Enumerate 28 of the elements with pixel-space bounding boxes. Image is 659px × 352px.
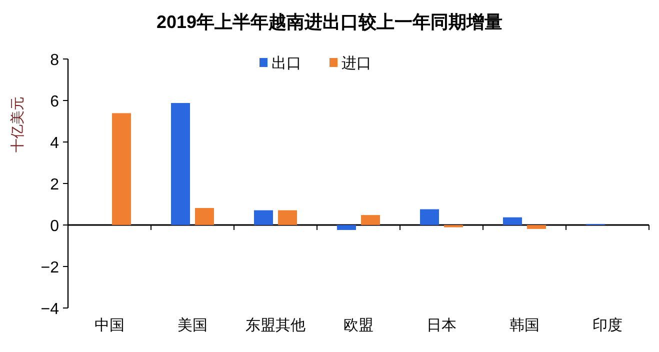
y-tick-label: −4 [40,301,60,318]
x-tick-label: 韩国 [510,317,540,334]
x-tick-label: 中国 [94,317,124,334]
bar [254,210,273,225]
x-tick-label: 美国 [178,317,208,334]
y-tick-label: 4 [50,135,60,152]
bar [527,225,546,229]
x-tick-label: 东盟其他 [246,317,306,334]
bar [171,102,190,225]
y-tick-label: 2 [50,176,60,194]
legend-label: 出口 [272,55,302,72]
y-tick-label: −2 [40,260,60,276]
y-tick-label: 8 [50,52,60,69]
bar [278,210,297,225]
y-axis-title: 十亿美元 [9,96,25,152]
y-tick-label: 6 [50,94,60,110]
legend-label: 进口 [342,55,372,72]
chart-title: 2019年上半年越南进出口较上一年同期增量 [156,12,503,32]
x-tick-label: 欧盟 [344,317,374,334]
bar [337,225,356,230]
x-tick-label: 日本 [426,317,456,334]
bar [503,217,522,225]
bar [195,208,214,225]
bar [361,215,380,225]
bar [420,209,439,225]
bar [112,113,131,225]
y-tick-label: 0 [50,218,60,235]
x-tick-label: 印度 [592,317,622,334]
